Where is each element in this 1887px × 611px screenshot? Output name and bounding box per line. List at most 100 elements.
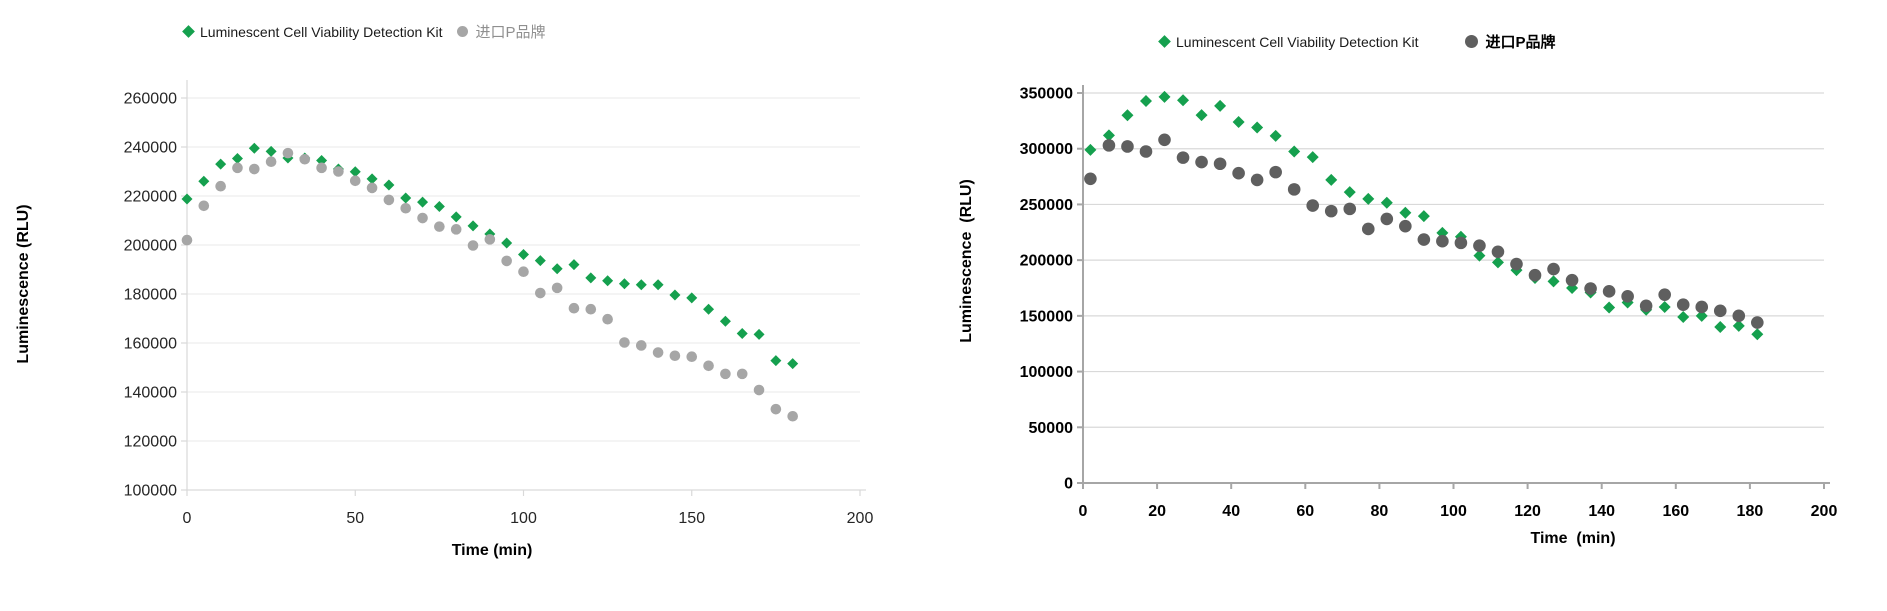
scatter-point-kit: [1491, 256, 1504, 269]
scatter-point-pbrand: [1306, 199, 1320, 212]
scatter-point-kit: [1417, 210, 1430, 223]
left-y-axis-title: Luminescence (RLU): [15, 204, 32, 364]
scatter-point-pbrand: [366, 182, 378, 194]
scatter-point-pbrand: [720, 368, 731, 380]
scatter-point-pbrand: [1176, 151, 1190, 164]
scatter-point-kit: [1195, 109, 1208, 122]
scatter-point-pbrand: [1658, 288, 1671, 301]
scatter-point-kit: [1102, 129, 1115, 142]
scatter-point-kit: [1139, 95, 1152, 108]
scatter-point-pbrand: [450, 224, 462, 235]
y-tick-label: 150000: [1020, 308, 1073, 325]
scatter-point-kit: [1547, 275, 1560, 288]
scatter-point-kit: [585, 272, 597, 284]
scatter-point-kit: [1399, 206, 1412, 219]
scatter-point-pbrand: [1676, 298, 1690, 312]
scatter-point-pbrand: [299, 153, 311, 165]
scatter-point-pbrand: [703, 360, 714, 372]
scatter-point-kit: [1658, 300, 1671, 313]
kit-series-marker-icon: [182, 25, 195, 38]
y-tick-label: 100000: [1020, 364, 1073, 381]
scatter-point-pbrand: [1473, 239, 1486, 252]
right-y-axis-title: Luminescence (RLU): [958, 179, 975, 343]
x-tick-label: 140: [1588, 503, 1615, 520]
left-chart-plot: 100000 120000 140000 160000 180000 200000 2200…: [124, 80, 874, 527]
y-tick-label: 300000: [1020, 141, 1073, 158]
scatter-point-pbrand: [349, 175, 361, 187]
scatter-point-kit: [1343, 186, 1356, 199]
scatter-point-pbrand: [198, 200, 210, 212]
scatter-point-kit: [686, 292, 698, 304]
scatter-point-kit: [635, 279, 647, 291]
scatter-point-kit: [1306, 151, 1319, 164]
x-tick-label: 100: [1440, 503, 1467, 520]
scatter-point-pbrand: [686, 351, 698, 363]
scatter-point-kit: [753, 328, 765, 340]
scatter-point-pbrand: [1139, 145, 1153, 158]
scatter-point-kit: [518, 249, 529, 261]
scatter-point-pbrand: [568, 302, 580, 314]
scatter-point-kit: [467, 220, 479, 232]
scatter-point-pbrand: [619, 337, 630, 348]
scatter-point-kit: [568, 259, 580, 271]
scatter-point-pbrand: [1399, 219, 1412, 233]
scatter-point-pbrand: [652, 347, 664, 358]
pbrand-series-marker-icon: [456, 26, 468, 37]
scatter-point-kit: [1269, 129, 1282, 142]
scatter-point-kit: [534, 255, 546, 267]
scatter-point-kit: [1214, 99, 1227, 112]
scatter-point-pbrand: [535, 287, 546, 299]
scatter-point-pbrand: [635, 340, 647, 351]
scatter-point-pbrand: [400, 202, 412, 214]
y-tick-label: 120000: [124, 434, 177, 451]
scatter-point-pbrand: [282, 147, 294, 159]
scatter-point-pbrand: [1102, 139, 1116, 152]
scatter-point-kit: [1380, 196, 1393, 209]
scatter-point-kit: [1232, 115, 1245, 128]
kit-series-marker-icon: [1158, 35, 1171, 48]
scatter-point-pbrand: [333, 166, 344, 177]
scatter-point-kit: [501, 237, 513, 249]
scatter-point-kit: [181, 193, 193, 205]
y-tick-label: 140000: [124, 385, 177, 402]
left-legend: Luminescent Cell Viability Detection Kit…: [182, 21, 546, 42]
scatter-point-pbrand: [1324, 204, 1338, 218]
scatter-point-pbrand: [249, 163, 260, 175]
x-tick-label: 0: [1079, 503, 1088, 520]
scatter-point-pbrand: [602, 313, 613, 325]
x-tick-label: 20: [1148, 503, 1166, 520]
x-tick-label: 160: [1662, 503, 1689, 520]
scatter-point-kit: [1751, 328, 1764, 341]
scatter-point-kit: [349, 166, 361, 178]
y-tick-label: 350000: [1020, 86, 1073, 103]
scatter-point-kit: [231, 153, 243, 165]
scatter-point-pbrand: [1639, 299, 1653, 313]
y-tick-label: 100000: [124, 483, 177, 500]
scatter-point-kit: [1732, 319, 1745, 332]
y-tick-label: 260000: [124, 91, 177, 108]
scatter-point-kit: [1084, 143, 1097, 156]
scatter-point-pbrand: [1213, 157, 1227, 171]
x-tick-label: 180: [1737, 503, 1764, 520]
scatter-point-pbrand: [1454, 236, 1468, 250]
scatter-point-pbrand: [1361, 222, 1375, 236]
y-tick-label: 50000: [1029, 420, 1074, 437]
scatter-point-kit: [669, 289, 681, 301]
scatter-point-kit: [433, 201, 445, 213]
scatter-point-kit: [1473, 249, 1486, 262]
x-tick-label: 40: [1222, 503, 1240, 520]
y-tick-label: 180000: [124, 287, 177, 304]
x-tick-label: 60: [1296, 503, 1314, 520]
y-tick-label: 160000: [124, 336, 177, 353]
left-x-axis-title: Time (min): [451, 542, 533, 559]
y-tick-label: 200000: [124, 238, 177, 255]
scatter-point-kit: [1251, 121, 1264, 134]
scatter-point-pbrand: [1232, 166, 1245, 180]
x-tick-label: 0: [183, 510, 192, 527]
scatter-point-kit: [198, 175, 210, 187]
scatter-point-kit: [1677, 310, 1690, 323]
x-tick-label: 200: [847, 510, 874, 527]
y-tick-label: 200000: [1020, 253, 1073, 270]
